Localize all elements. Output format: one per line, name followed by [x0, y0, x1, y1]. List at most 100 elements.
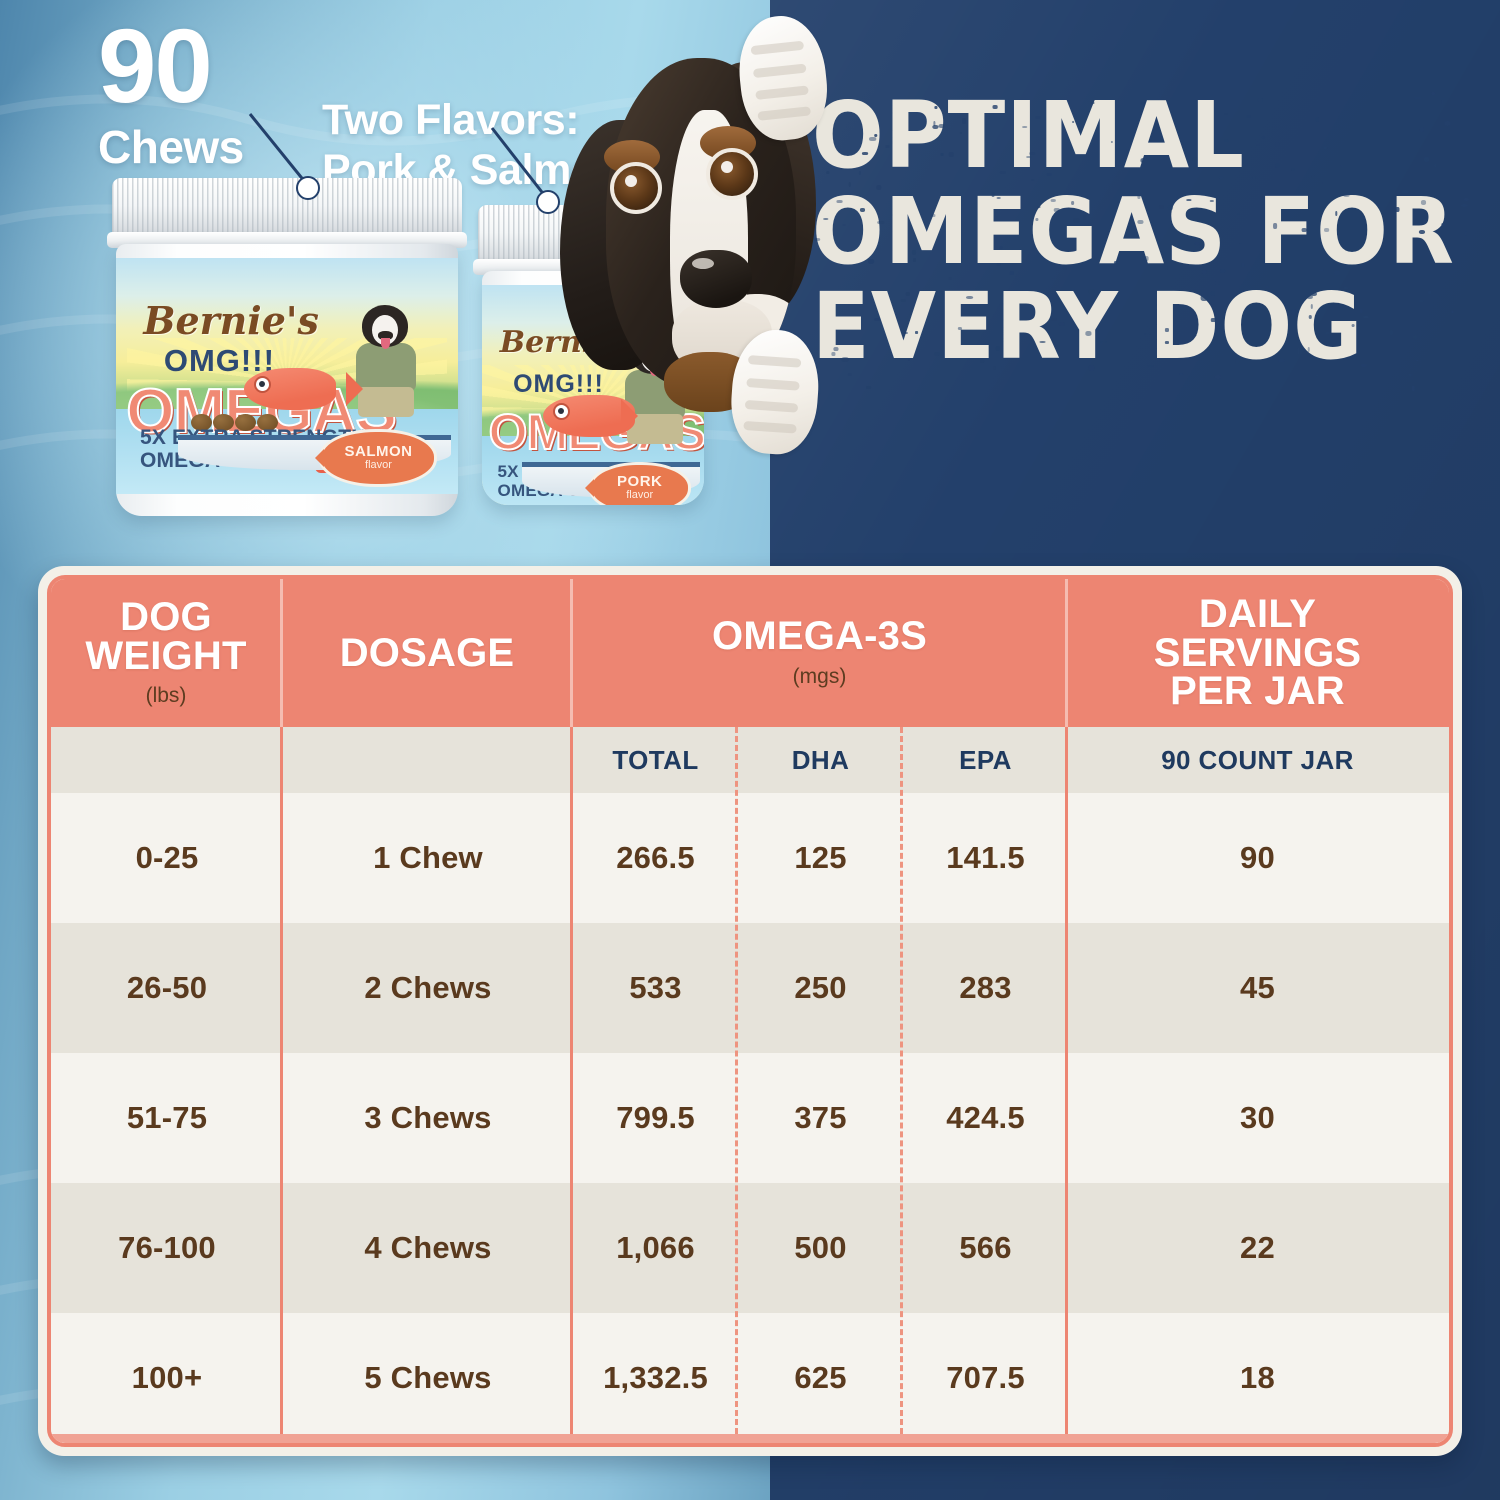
cell-dosage: 2 Chews — [283, 970, 573, 1006]
headline-speckle — [1343, 287, 1348, 289]
cell-weight: 100+ — [51, 1360, 283, 1396]
cell-dosage: 3 Chews — [283, 1100, 573, 1136]
header-divider-1 — [280, 579, 283, 727]
cell-dosage: 1 Chew — [283, 840, 573, 876]
cell-total: 1,332.5 — [573, 1360, 738, 1396]
cell-dosage: 4 Chews — [283, 1230, 573, 1266]
headline-speckle — [859, 208, 864, 212]
headline-speckle — [906, 292, 910, 296]
headline-speckle — [1059, 322, 1065, 326]
headline-speckle — [874, 318, 880, 321]
headline-speckle — [1402, 190, 1408, 193]
cell-total: 533 — [573, 970, 738, 1006]
headline-speckle — [1316, 117, 1318, 122]
callout-dot-flavors — [536, 190, 560, 214]
subheader-blank-1 — [51, 727, 283, 793]
headline-speckle — [1137, 195, 1140, 199]
headline-speckle — [1195, 334, 1197, 336]
headline-line-2: OMEGAS FOR — [812, 184, 1485, 280]
headline-speckle — [912, 250, 916, 255]
header-title: OMEGA-3S — [712, 617, 927, 655]
headline-speckle — [915, 331, 917, 333]
headline-speckle — [1202, 270, 1207, 274]
header-divider-3 — [1065, 579, 1068, 727]
headline-speckle — [1414, 97, 1421, 99]
headline-speckle — [1147, 365, 1153, 367]
header-title-line-2: WEIGHT — [85, 637, 246, 675]
table-row: 0-25 1 Chew 266.5 125 141.5 90 — [51, 793, 1449, 923]
headline-speckle — [1193, 157, 1198, 162]
cell-weight: 26-50 — [51, 970, 283, 1006]
headline-speckle — [869, 137, 876, 140]
headline-speckle — [1054, 208, 1059, 212]
subheader-epa: EPA — [903, 727, 1068, 793]
headline-speckle — [1138, 220, 1144, 224]
headline-speckle — [1464, 231, 1466, 236]
header-unit: (lbs) — [146, 684, 187, 708]
headline-speckle — [1312, 175, 1315, 178]
headline-speckle — [935, 106, 938, 109]
cell-weight: 51-75 — [51, 1100, 283, 1136]
page-headline: OPTIMAL OMEGAS FOR EVERY DOG — [812, 88, 1485, 375]
headline-speckle — [1052, 318, 1057, 321]
headline-speckle — [1242, 263, 1244, 267]
headline-speckle — [991, 192, 994, 197]
cell-total: 1,066 — [573, 1230, 738, 1266]
headline-speckle — [1361, 364, 1367, 367]
headline-speckle — [1421, 200, 1427, 205]
headline-speckle — [993, 366, 995, 370]
header-dog-weight: DOG WEIGHT (lbs) — [51, 579, 283, 727]
headline-speckle — [934, 352, 939, 356]
headline-speckle — [1089, 365, 1095, 370]
cell-epa: 424.5 — [903, 1100, 1068, 1136]
headline-speckle — [900, 299, 905, 303]
headline-speckle — [1168, 205, 1173, 210]
table-row: 100+ 5 Chews 1,332.5 625 707.5 18 — [51, 1313, 1449, 1443]
headline-speckle — [878, 221, 885, 223]
headline-speckle — [1408, 374, 1411, 376]
headline-speckle — [1165, 328, 1168, 332]
headline-speckle — [996, 197, 1000, 199]
header-title: DAILY SERVINGS PER JAR — [1154, 595, 1362, 710]
infographic-canvas: OPTIMAL OMEGAS FOR EVERY DOG 90 Chews Tw… — [0, 0, 1500, 1500]
headline-speckle — [1035, 116, 1040, 119]
headline-speckle — [1031, 179, 1035, 181]
headline-speckle — [941, 153, 944, 155]
headline-speckle — [931, 214, 935, 217]
headline-speckle — [1412, 386, 1415, 391]
cell-dha: 250 — [738, 970, 903, 1006]
headline-speckle — [957, 327, 961, 330]
header-title: DOSAGE — [340, 634, 515, 672]
cell-weight: 0-25 — [51, 840, 283, 876]
headline-speckle — [1423, 219, 1427, 223]
headline-speckle — [1072, 121, 1075, 123]
headline-speckle — [1073, 218, 1079, 223]
headline-speckle — [993, 105, 998, 108]
column-divider-dashed-total-dha — [735, 727, 738, 1443]
header-unit: (mgs) — [793, 665, 847, 689]
headline-speckle — [1431, 92, 1435, 95]
callout-dot-chews — [296, 176, 320, 200]
header-divider-2 — [570, 579, 573, 727]
dosage-table-frame: DOG WEIGHT (lbs) DOSAGE OMEGA-3S (mgs) D… — [38, 566, 1462, 1456]
headline-speckle — [1253, 177, 1256, 179]
subheader-dha: DHA — [738, 727, 903, 793]
headline-speckle — [1114, 261, 1118, 264]
headline-speckle — [1210, 200, 1214, 202]
header-title-line-1: DOG — [85, 598, 246, 636]
headline-speckle — [1145, 333, 1151, 335]
headline-speckle — [1224, 113, 1228, 115]
headline-speckle — [1261, 136, 1265, 139]
headline-speckle — [862, 152, 868, 155]
table-bottom-accent — [51, 1434, 1449, 1443]
header-title-line-2: SERVINGS — [1154, 634, 1362, 672]
headline-speckle — [1215, 375, 1221, 379]
headline-speckle — [1444, 121, 1450, 126]
headline-speckle — [1141, 158, 1148, 163]
headline-speckle — [1275, 163, 1279, 168]
table-body: 0-25 1 Chew 266.5 125 141.5 90 26-50 2 C… — [51, 793, 1449, 1443]
headline-speckle — [1461, 204, 1468, 207]
cell-servings: 45 — [1068, 970, 1447, 1006]
cell-dha: 625 — [738, 1360, 903, 1396]
cell-epa: 707.5 — [903, 1360, 1068, 1396]
